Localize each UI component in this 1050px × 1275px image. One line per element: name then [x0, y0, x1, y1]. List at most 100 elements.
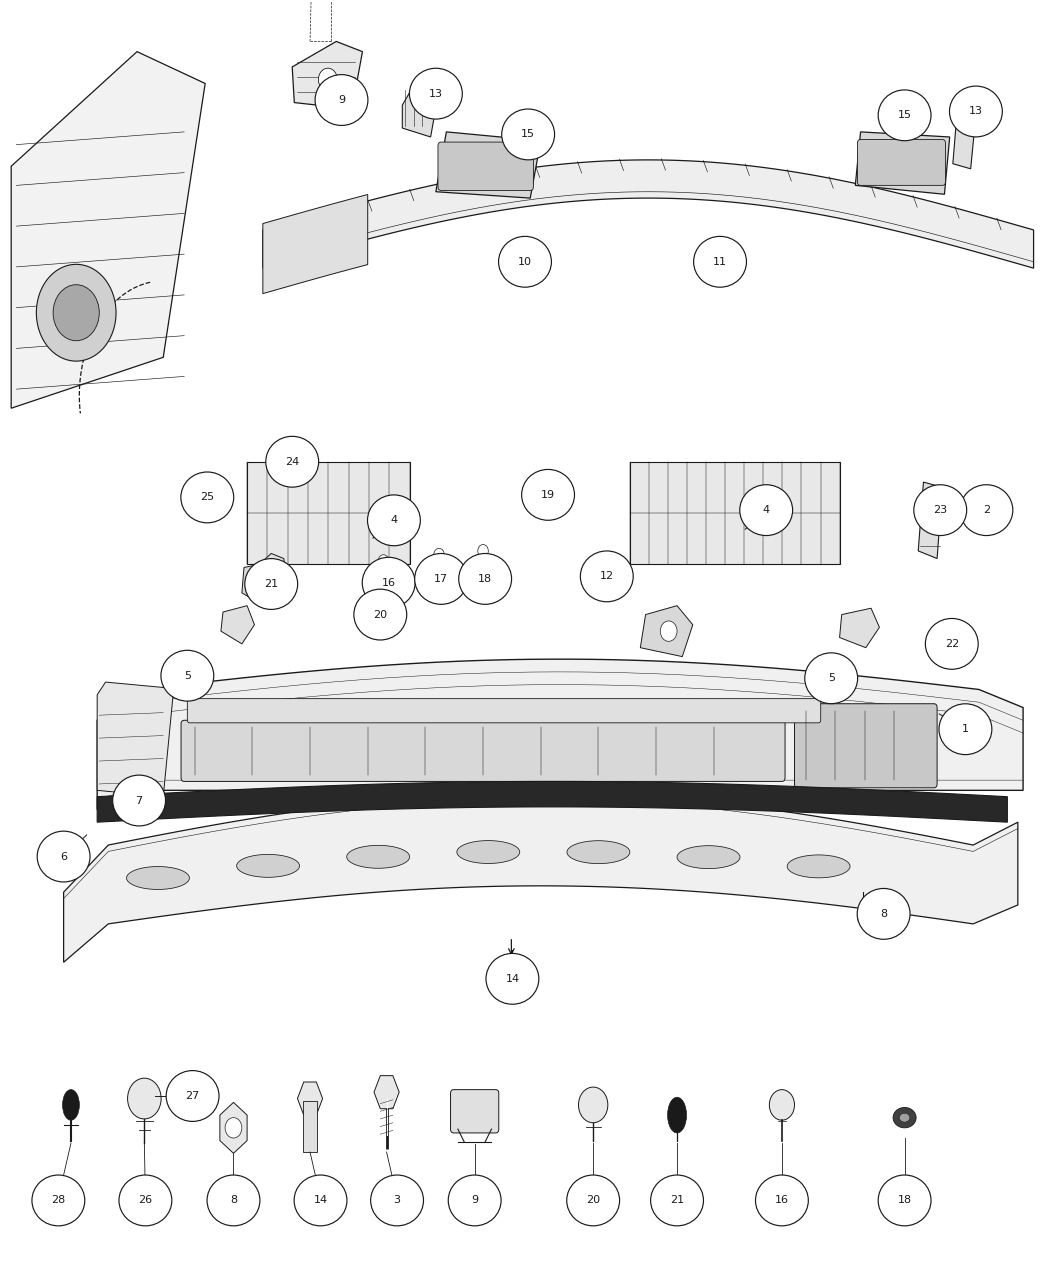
Ellipse shape: [677, 845, 740, 868]
Ellipse shape: [112, 775, 166, 826]
Ellipse shape: [894, 1108, 917, 1128]
Ellipse shape: [567, 1176, 619, 1225]
Ellipse shape: [651, 1176, 704, 1225]
FancyBboxPatch shape: [187, 699, 821, 723]
Ellipse shape: [448, 1176, 501, 1225]
Circle shape: [37, 264, 117, 361]
Circle shape: [54, 284, 100, 340]
Text: 14: 14: [314, 1196, 328, 1205]
FancyBboxPatch shape: [795, 704, 937, 788]
Circle shape: [318, 68, 337, 91]
Ellipse shape: [788, 856, 850, 877]
Ellipse shape: [371, 1176, 423, 1225]
Ellipse shape: [410, 69, 462, 119]
Circle shape: [378, 555, 388, 567]
Text: 11: 11: [713, 256, 727, 266]
Circle shape: [858, 912, 868, 924]
Ellipse shape: [914, 484, 967, 536]
FancyBboxPatch shape: [450, 1090, 499, 1133]
Text: 5: 5: [184, 671, 191, 681]
Text: 23: 23: [933, 505, 947, 515]
Text: 10: 10: [518, 256, 532, 266]
Polygon shape: [259, 553, 286, 589]
Ellipse shape: [567, 840, 630, 863]
Text: 6: 6: [60, 852, 67, 862]
Circle shape: [370, 606, 386, 626]
Text: 24: 24: [286, 456, 299, 467]
Ellipse shape: [925, 618, 979, 669]
Ellipse shape: [694, 236, 747, 287]
Polygon shape: [98, 659, 1023, 810]
Ellipse shape: [362, 557, 415, 608]
FancyBboxPatch shape: [302, 1102, 317, 1153]
Polygon shape: [12, 52, 205, 408]
Ellipse shape: [939, 704, 992, 755]
Text: 8: 8: [230, 1196, 237, 1205]
Ellipse shape: [804, 653, 858, 704]
Ellipse shape: [668, 1098, 687, 1133]
Text: 15: 15: [898, 111, 911, 120]
Ellipse shape: [499, 236, 551, 287]
Text: 8: 8: [880, 909, 887, 919]
Text: 15: 15: [521, 130, 536, 139]
Polygon shape: [220, 606, 254, 644]
Text: 26: 26: [139, 1196, 152, 1205]
Text: 7: 7: [135, 796, 143, 806]
Polygon shape: [98, 782, 1007, 822]
Polygon shape: [640, 606, 693, 657]
Text: 18: 18: [898, 1196, 911, 1205]
FancyBboxPatch shape: [247, 462, 410, 564]
Text: 19: 19: [541, 490, 555, 500]
Ellipse shape: [459, 553, 511, 604]
Circle shape: [128, 1079, 161, 1119]
Text: 12: 12: [600, 571, 614, 581]
Ellipse shape: [181, 472, 234, 523]
Text: 21: 21: [265, 579, 278, 589]
Polygon shape: [297, 1082, 322, 1116]
Ellipse shape: [63, 1090, 80, 1121]
Text: 2: 2: [983, 505, 990, 515]
Text: 4: 4: [762, 505, 770, 515]
Circle shape: [291, 455, 303, 470]
Text: 16: 16: [775, 1196, 789, 1205]
Polygon shape: [262, 159, 1033, 268]
FancyBboxPatch shape: [438, 142, 533, 190]
Circle shape: [579, 1088, 608, 1123]
Text: 20: 20: [586, 1196, 601, 1205]
Text: 28: 28: [51, 1196, 65, 1205]
Ellipse shape: [878, 91, 931, 140]
Text: 1: 1: [962, 724, 969, 734]
Ellipse shape: [486, 954, 539, 1005]
Ellipse shape: [415, 553, 467, 604]
Text: 3: 3: [394, 1196, 400, 1205]
Text: 25: 25: [201, 492, 214, 502]
Polygon shape: [856, 131, 949, 194]
Ellipse shape: [166, 1071, 219, 1122]
Ellipse shape: [127, 867, 189, 890]
Ellipse shape: [294, 1176, 346, 1225]
Polygon shape: [242, 564, 271, 602]
Circle shape: [770, 1090, 795, 1121]
Polygon shape: [219, 1103, 247, 1154]
Polygon shape: [402, 83, 439, 136]
Ellipse shape: [315, 75, 368, 125]
Polygon shape: [286, 446, 313, 474]
Ellipse shape: [581, 551, 633, 602]
Text: 13: 13: [428, 89, 443, 98]
Ellipse shape: [857, 889, 910, 940]
Ellipse shape: [502, 110, 554, 159]
Ellipse shape: [236, 854, 299, 877]
Ellipse shape: [756, 1176, 808, 1225]
Ellipse shape: [900, 1113, 910, 1122]
Ellipse shape: [949, 87, 1003, 136]
Circle shape: [948, 645, 961, 660]
Text: 20: 20: [373, 609, 387, 620]
Ellipse shape: [245, 558, 297, 609]
FancyBboxPatch shape: [630, 462, 840, 564]
Ellipse shape: [522, 469, 574, 520]
Ellipse shape: [457, 840, 520, 863]
Polygon shape: [374, 1076, 399, 1109]
Text: 21: 21: [670, 1196, 685, 1205]
Polygon shape: [64, 793, 1017, 963]
Polygon shape: [292, 42, 362, 108]
